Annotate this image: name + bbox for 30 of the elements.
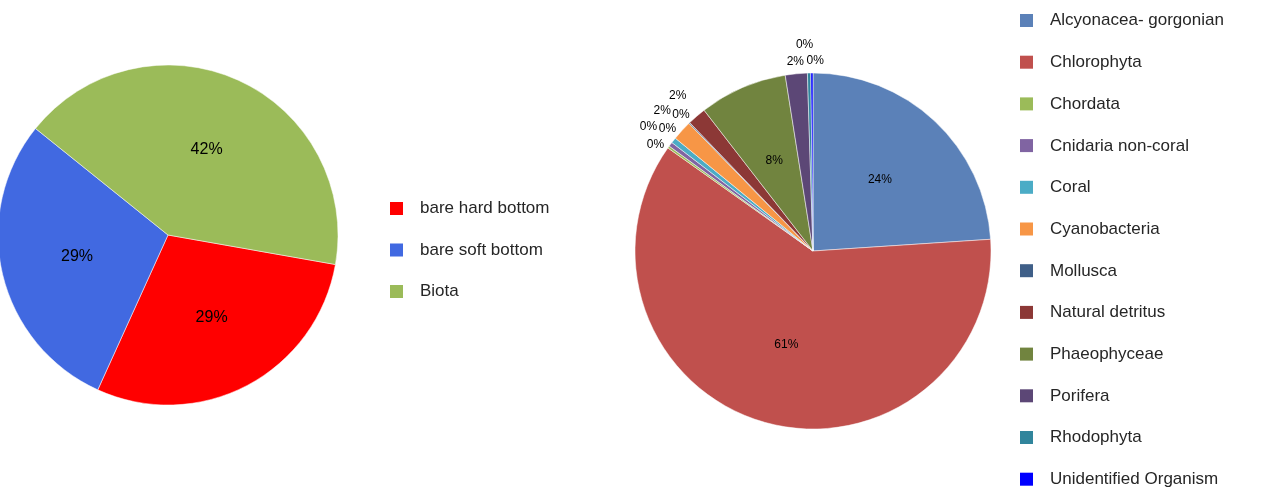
legend-label: Rhodophyta: [1050, 427, 1143, 447]
data-label: 0%: [658, 121, 677, 136]
data-label: 2%: [669, 87, 687, 102]
legend-label: Cnidaria non-coral: [1050, 135, 1189, 155]
data-label: 29%: [61, 246, 94, 264]
data-label: 42%: [190, 140, 223, 158]
data-label: 2%: [653, 102, 672, 117]
legend-label: Natural detritus: [1050, 302, 1166, 322]
legend-label: Alcyonacea- gorgonian: [1050, 10, 1224, 30]
legend-label: bare soft bottom: [420, 239, 543, 259]
legend-label: Chordata: [1050, 93, 1121, 113]
data-label: 61%: [774, 337, 799, 352]
data-label: 0%: [806, 53, 825, 68]
data-label: 0%: [646, 137, 665, 152]
data-label: 8%: [765, 153, 784, 168]
legend-label: Phaeophyceae: [1050, 344, 1164, 364]
legend-label: Chlorophyta: [1050, 52, 1143, 72]
data-label: 0%: [795, 37, 814, 52]
data-label: 29%: [195, 307, 228, 325]
legend-label: Unidentified Organism: [1050, 469, 1219, 489]
legend-label: Coral: [1050, 177, 1091, 197]
data-label: 0%: [639, 119, 658, 134]
legend-label: Cyanobacteria: [1050, 218, 1161, 238]
legend-label: Biota: [420, 281, 460, 301]
data-label: 0%: [672, 106, 690, 121]
data-label: 24%: [867, 171, 893, 186]
legend-label: Mollusca: [1050, 260, 1118, 280]
legend-label: bare hard bottom: [420, 198, 550, 218]
legend-label: Porifera: [1050, 385, 1111, 405]
data-label: 2%: [786, 54, 805, 68]
